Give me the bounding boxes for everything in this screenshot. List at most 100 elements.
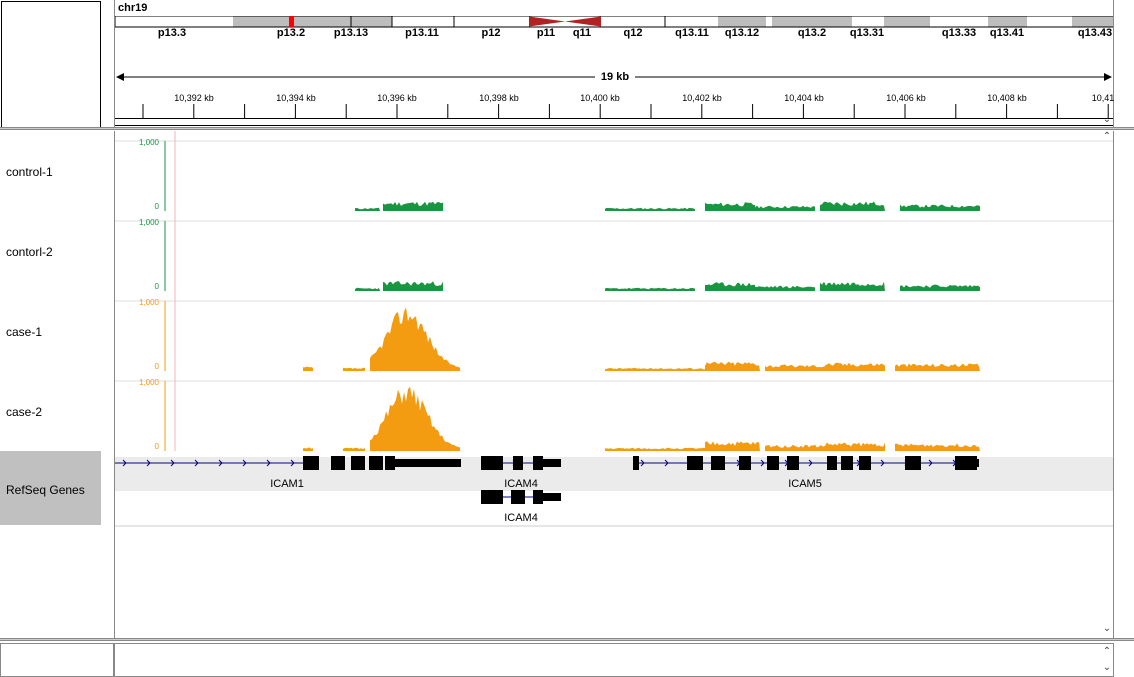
gene-icam1: ICAM1 [115, 456, 461, 490]
coverage-peak [355, 287, 380, 291]
coverage-track-0: 1,000 0 [139, 138, 980, 211]
gene-label: ICAM5 [788, 478, 822, 490]
coverage-peak [755, 285, 815, 291]
exon [369, 456, 383, 470]
data-scroll-down-icon[interactable]: ⌄ [1102, 623, 1112, 634]
track-scale-max: 1,000 [139, 298, 160, 307]
centromere-p [529, 16, 565, 27]
coverage-peak [765, 444, 825, 451]
cytoband-label[interactable]: p13.3 [157, 27, 187, 39]
cytoband-label[interactable]: p13.2 [276, 27, 306, 39]
refseq-label-background[interactable] [0, 451, 101, 525]
ruler-tick-label: 10,406 kb [886, 93, 926, 103]
cytoband-label[interactable]: q13.2 [797, 27, 827, 39]
data-area[interactable]: 1,000 0 1,000 0 1,000 0 1,000 0 ICAM1 ICAM4 ICAM5 I… [114, 131, 1114, 639]
coverage-peak [705, 441, 760, 451]
exon [385, 456, 395, 470]
coverage-peak [895, 363, 980, 371]
coverage-track-1: 1,000 0 [139, 218, 980, 291]
data-scroll-up-icon[interactable]: ⌃ [1102, 131, 1112, 142]
coverage-peak [820, 201, 885, 211]
exon [841, 456, 853, 470]
band-q13.43 [1072, 16, 1113, 27]
coverage-peak [705, 202, 755, 211]
feature-scroll-up-icon[interactable]: ⌃ [1102, 646, 1112, 657]
track-scale-max: 1,000 [139, 138, 160, 147]
exon [767, 456, 779, 470]
cytoband-label[interactable]: q13.31 [849, 27, 885, 39]
ruler-tick-label: 10,398 kb [479, 93, 519, 103]
exon [955, 456, 977, 470]
exon [543, 459, 561, 467]
track-name-case-2[interactable]: case-2 [6, 405, 43, 419]
cytoband-label[interactable]: q13.41 [989, 27, 1025, 39]
cytoband-label[interactable]: q13.43 [1077, 27, 1113, 39]
band-q13.33 [884, 16, 930, 27]
track-scale-min: 0 [155, 282, 160, 291]
exon [827, 456, 837, 470]
coverage-peak [755, 205, 815, 211]
chromosome-ideogram[interactable] [115, 16, 1113, 28]
coverage-peak [605, 447, 705, 451]
coverage-peak [370, 307, 460, 371]
gene-icam4: ICAM4 [481, 456, 561, 490]
track-scale-max: 1,000 [139, 218, 160, 227]
track-name-refseq-genes[interactable]: RefSeq Genes [6, 483, 85, 497]
gene-label: ICAM1 [270, 478, 304, 490]
coverage-peak [383, 281, 443, 291]
tracks-canvas[interactable]: 1,000 0 1,000 0 1,000 0 1,000 0 ICAM1 ICAM4 ICAM5 I… [115, 131, 1113, 639]
exon [905, 456, 921, 470]
coverage-peak [370, 386, 460, 451]
cytoband-label[interactable]: p13.13 [333, 27, 369, 39]
header-panel: chr19 p13.3 p13.2 p13.13 p13.11 p12 p11 q11 q12… [0, 0, 1134, 130]
coverage-peak [895, 443, 980, 451]
cytoband-label[interactable]: q13.33 [941, 27, 977, 39]
ruler-tick-label: 10,400 kb [580, 93, 620, 103]
ruler-tick-label: 10,41 [1091, 93, 1115, 103]
coverage-peak [705, 361, 760, 371]
cytoband-label[interactable]: q13.11 [675, 27, 709, 39]
coverage-peak [605, 207, 695, 211]
track-name-control-2[interactable]: contorl-2 [6, 245, 53, 259]
cytoband-label[interactable]: q11 [572, 27, 592, 39]
coverage-peak [343, 447, 365, 451]
feature-scroll-down-icon[interactable]: ⌄ [1102, 662, 1112, 673]
track-name-case-1[interactable]: case-1 [6, 325, 43, 339]
ruler-ticks [142, 104, 1109, 118]
exon [633, 456, 639, 470]
cytoband-label[interactable]: p13.11 [405, 27, 439, 39]
exon [481, 456, 503, 470]
cytoband-label[interactable]: q13.12 [724, 27, 760, 39]
gene-icam4: ICAM4 [481, 490, 561, 524]
feature-name-column [0, 643, 114, 677]
header-divider[interactable] [0, 127, 1134, 130]
exon [543, 493, 561, 501]
cytoband-label[interactable]: q12 [623, 27, 643, 39]
cytoband-label[interactable]: p11 [536, 27, 556, 39]
ruler-baseline [115, 118, 1113, 126]
ruler-tick-label: 10,408 kb [987, 93, 1027, 103]
band-q13.2 [772, 16, 852, 27]
coverage-peak [343, 367, 365, 371]
coverage-peak [605, 287, 695, 291]
ruler-tick-label: 10,394 kb [276, 93, 316, 103]
header-scroll-down-icon[interactable]: ⌄ [1102, 114, 1112, 125]
track-name-column: control-1 contorl-2 case-1 case-2 RefSeq… [0, 131, 101, 639]
coverage-peak [825, 442, 885, 451]
data-divider[interactable] [0, 638, 1134, 641]
coverage-peak [825, 362, 885, 371]
feature-panel: ⌃ ⌄ [0, 641, 1134, 677]
coverage-peak [355, 207, 380, 211]
exon [481, 490, 503, 504]
exon [687, 456, 703, 470]
exon [859, 456, 871, 470]
cytoband-label[interactable]: p12 [481, 27, 501, 39]
span-label: 19 kb [595, 71, 635, 83]
track-scale-min: 0 [155, 202, 160, 211]
track-name-control-1[interactable]: control-1 [6, 165, 53, 179]
feature-area[interactable]: ⌃ ⌄ [114, 643, 1114, 677]
header-ruler-area[interactable]: chr19 p13.3 p13.2 p13.13 p13.11 p12 p11 q11 q12… [114, 0, 1114, 130]
exon [303, 456, 319, 470]
band-p13.2-highlight [289, 16, 294, 27]
exon [395, 459, 461, 467]
